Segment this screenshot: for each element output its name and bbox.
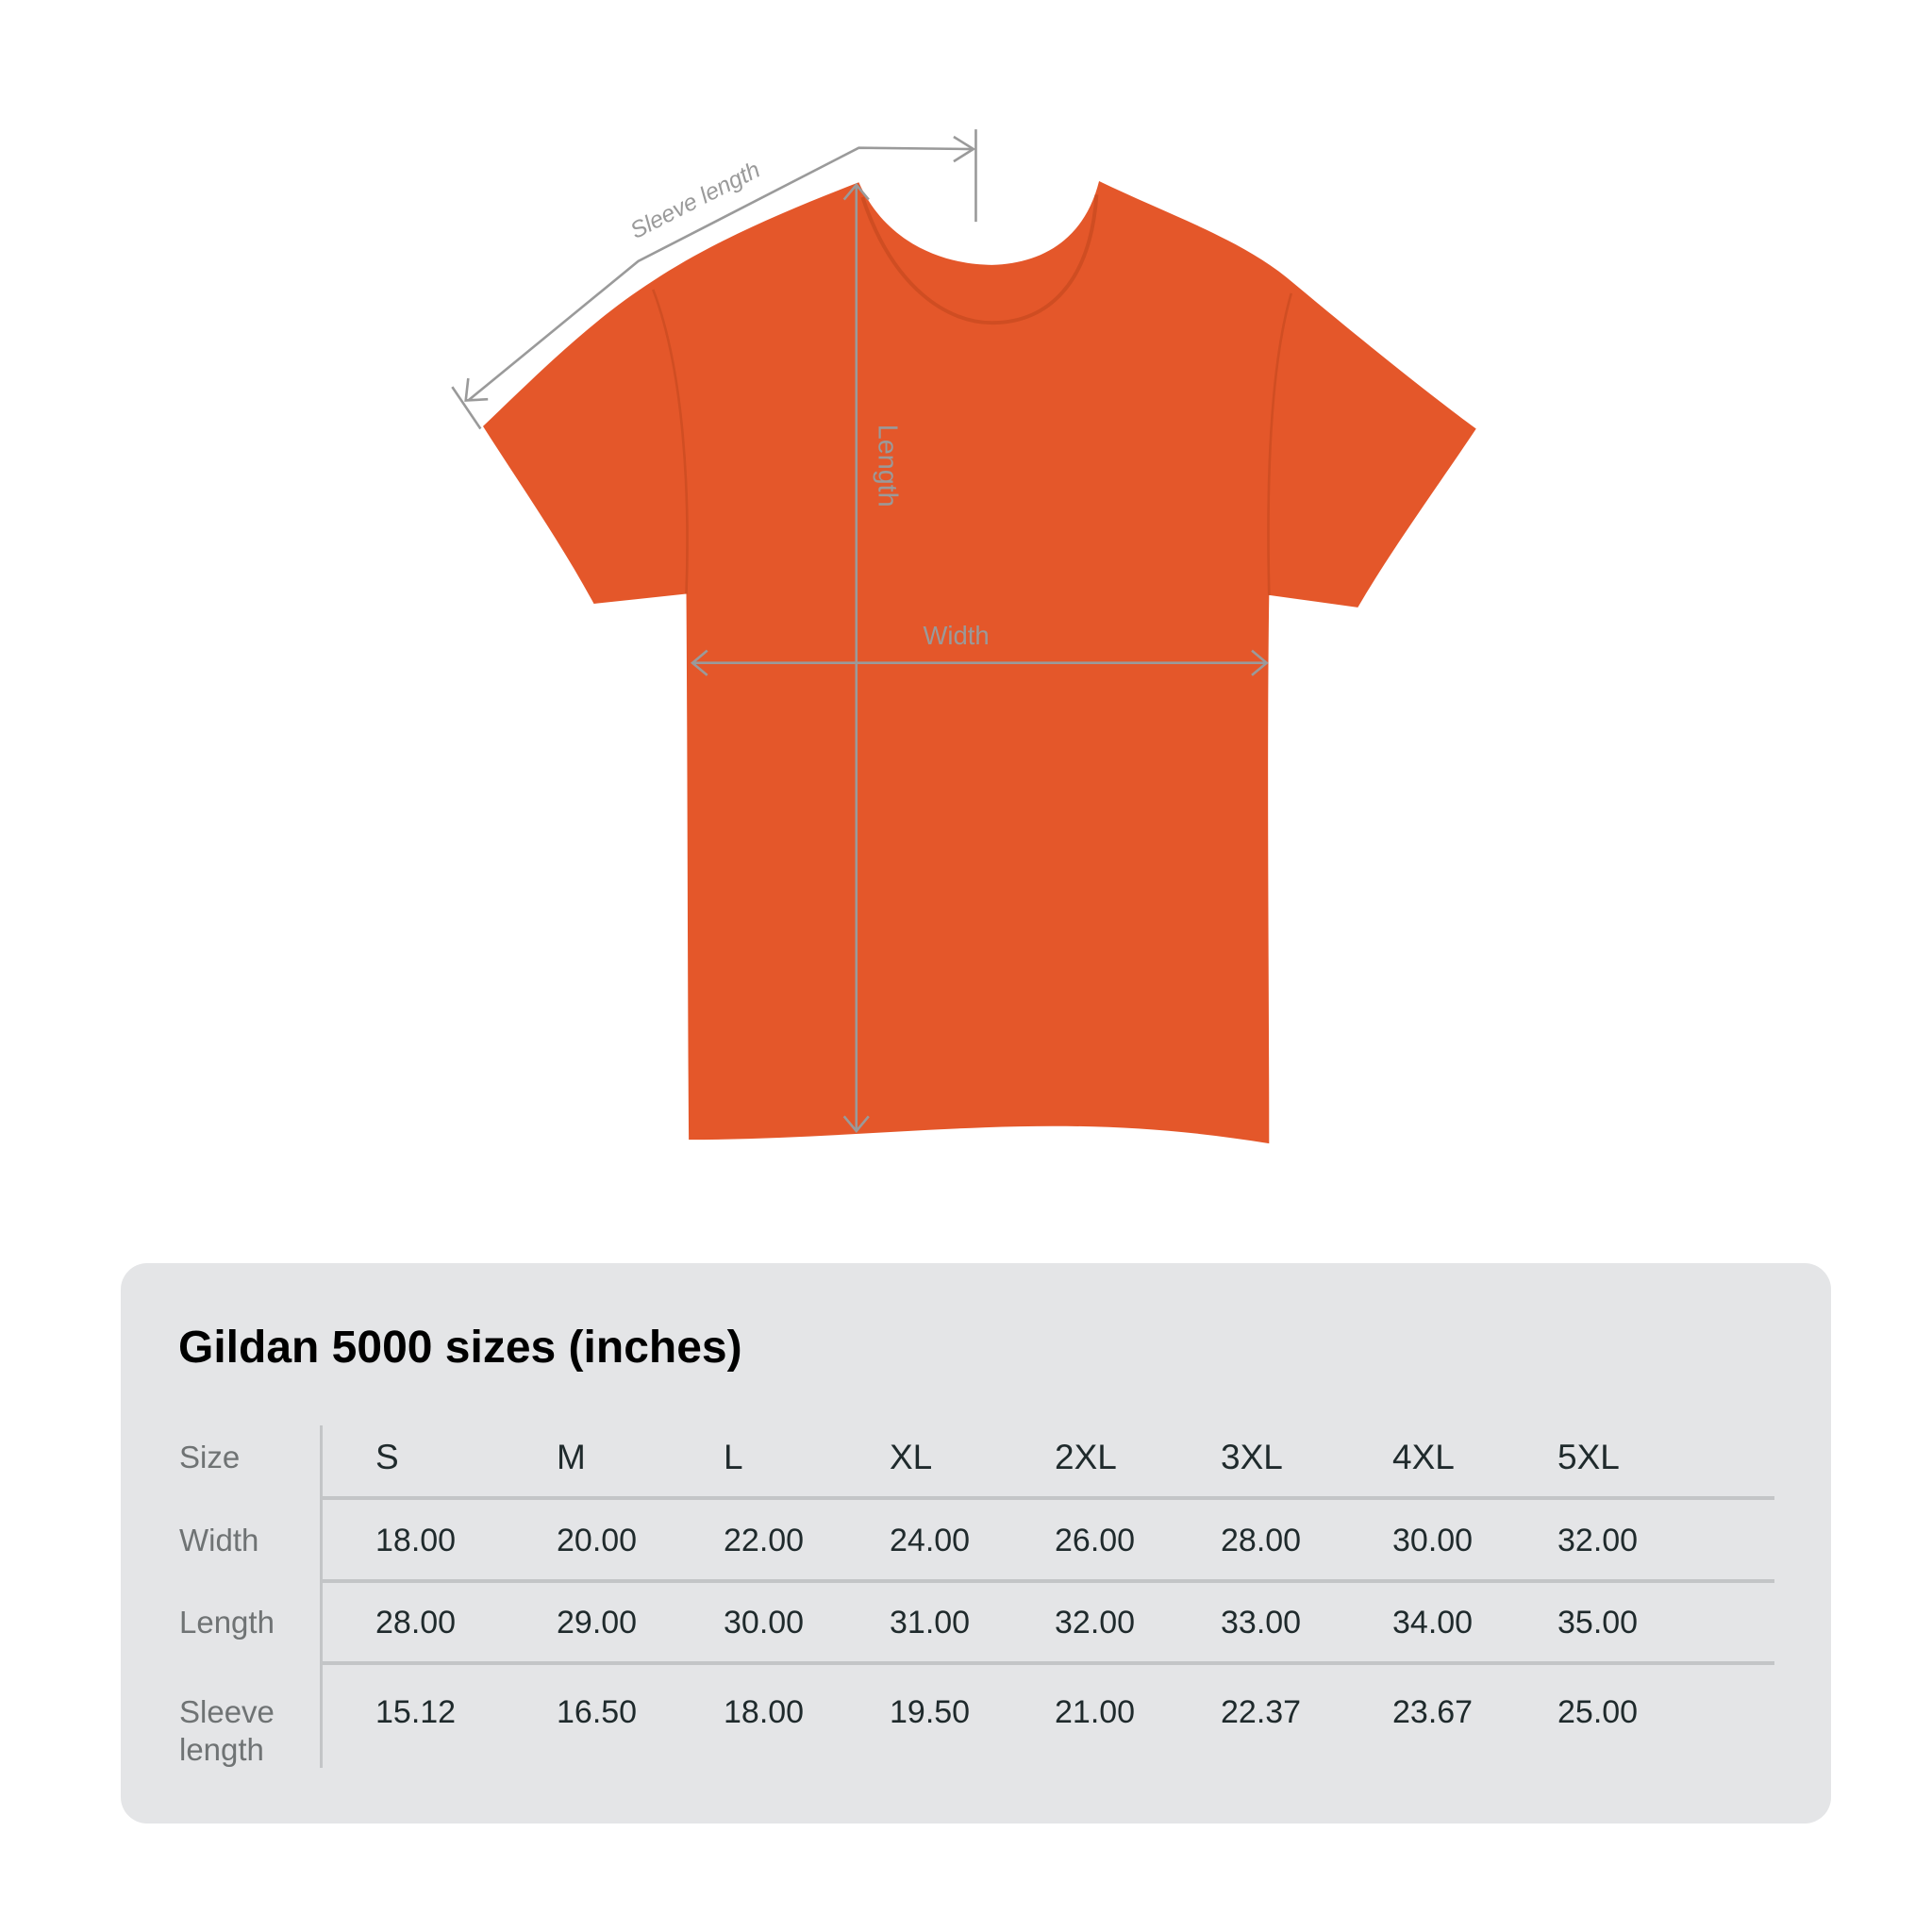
row-label-width: Width [179, 1523, 259, 1557]
size-table-panel: Gildan 5000 sizes (inches) Size Width Le… [121, 1263, 1831, 1824]
row-label-size: Size [179, 1440, 241, 1474]
size-header-cell: S [375, 1438, 399, 1476]
table-cell-width: 32.00 [1557, 1523, 1639, 1558]
table-cell-length: 30.00 [724, 1605, 805, 1641]
size-header-cell: L [724, 1438, 743, 1476]
measurement-lines [451, 129, 1269, 1134]
table-cell-length: 29.00 [557, 1605, 638, 1641]
table-cell-length: 33.00 [1221, 1605, 1302, 1641]
table-cell-sleeve-length: 19.50 [890, 1694, 971, 1730]
table-cell-sleeve-length: 22.37 [1221, 1694, 1302, 1730]
table-cell-sleeve-length: 25.00 [1557, 1694, 1639, 1730]
table-cell-length: 28.00 [375, 1605, 457, 1641]
width-label: Width [924, 621, 990, 650]
table-cell-width: 26.00 [1055, 1523, 1136, 1558]
table-cell-width: 28.00 [1221, 1523, 1302, 1558]
table-cell-length: 32.00 [1055, 1605, 1136, 1641]
table-cell-width: 24.00 [890, 1523, 971, 1558]
sleeve-seam-right [1267, 292, 1293, 595]
table-cell-sleeve-length: 15.12 [375, 1694, 457, 1730]
row-label-length: Length [179, 1605, 275, 1640]
table-cell-sleeve-length: 23.67 [1392, 1694, 1474, 1730]
row-label-sleeve-length: Sleeve length [179, 1694, 275, 1767]
table-cell-width: 20.00 [557, 1523, 638, 1558]
table-cell-width: 18.00 [375, 1523, 457, 1558]
row-divider [323, 1661, 1774, 1665]
size-header-cell: 2XL [1055, 1438, 1117, 1476]
table-cell-sleeve-length: 21.00 [1055, 1694, 1136, 1730]
table-cell-length: 31.00 [890, 1605, 971, 1641]
row-divider [323, 1496, 1774, 1500]
size-header-cell: 4XL [1392, 1438, 1455, 1476]
table-cell-sleeve-length: 16.50 [557, 1694, 638, 1730]
size-header-cell: M [557, 1438, 586, 1476]
table-cell-length: 34.00 [1392, 1605, 1474, 1641]
row-divider [323, 1579, 1774, 1583]
table-cell-length: 35.00 [1557, 1605, 1639, 1641]
size-header-cell: XL [890, 1438, 933, 1476]
sleeve-seam-left [652, 289, 689, 594]
column-divider [320, 1425, 323, 1768]
table-cell-width: 22.00 [724, 1523, 805, 1558]
table-cell-width: 30.00 [1392, 1523, 1474, 1558]
size-header-cell: 5XL [1557, 1438, 1620, 1476]
table-title: Gildan 5000 sizes (inches) [178, 1323, 742, 1373]
size-header-cell: 3XL [1221, 1438, 1283, 1476]
length-label: Length [872, 425, 902, 508]
collar-band [860, 194, 1099, 325]
table-cell-sleeve-length: 18.00 [724, 1694, 805, 1730]
tshirt-diagram: Sleeve length Length Width [451, 129, 1476, 1144]
